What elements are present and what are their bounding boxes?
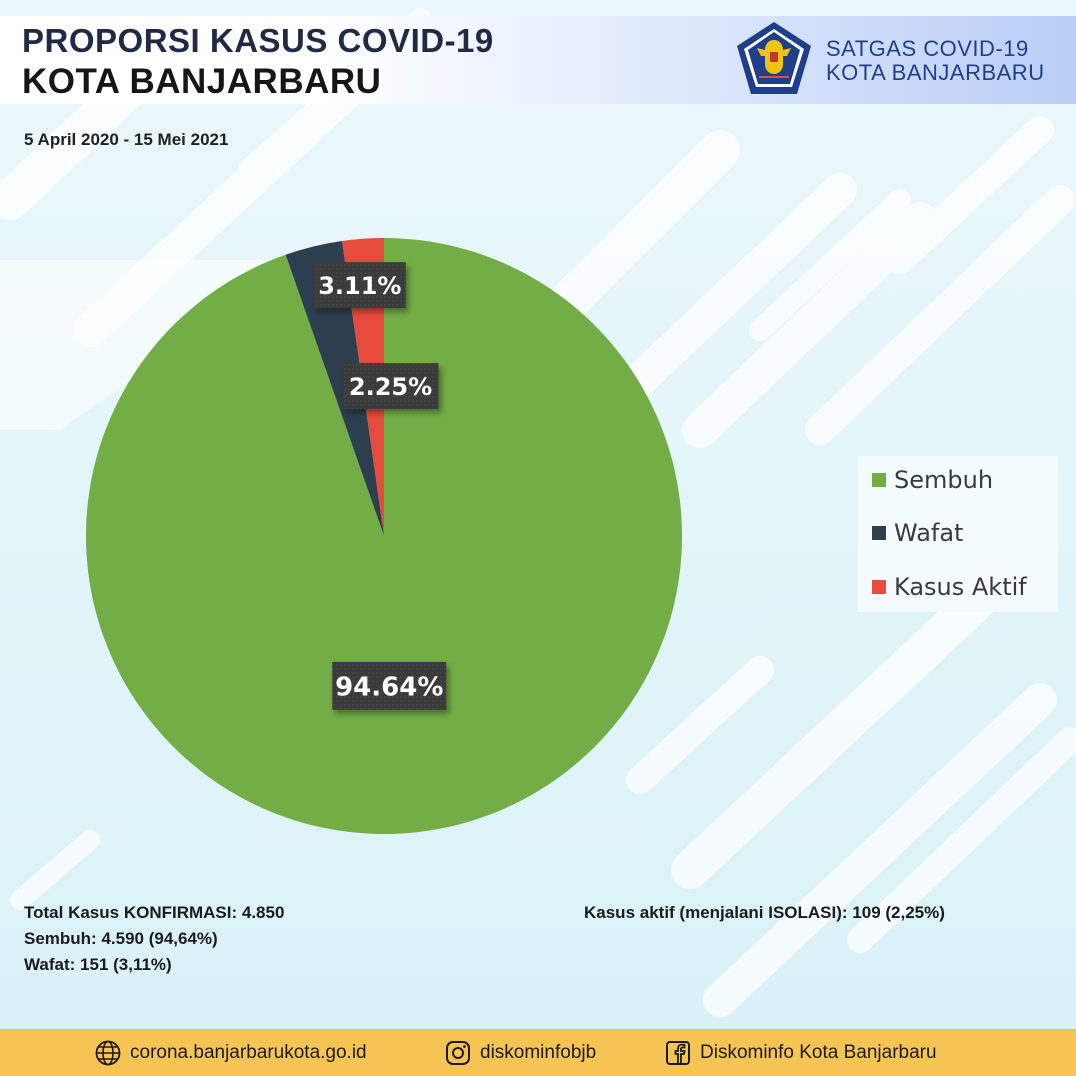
footer [0, 1029, 1076, 1076]
footer-instagram[interactable]: diskominfobjb [444, 1029, 596, 1076]
data-label-wafat: 3.11% [313, 262, 406, 309]
pie-slice-sembuh [86, 238, 683, 835]
org-name-line1: SATGAS COVID-19 [826, 36, 1029, 61]
page-title: PROPORSI KASUS COVID-19 [22, 22, 494, 59]
data-label-box-wafat [313, 262, 406, 309]
instagram-icon [446, 1040, 470, 1065]
legend-swatch-kasus-aktif [872, 580, 886, 594]
page-subtitle: KOTA BANJARBARU [22, 62, 382, 101]
org-name-line2: KOTA BANJARBARU [826, 60, 1045, 85]
legend-label-wafat: Wafat [894, 519, 964, 547]
pie-slice-wafat [285, 240, 384, 536]
legend-swatch-sembuh [872, 473, 886, 487]
header-band [0, 16, 1076, 104]
legend-label-kasus-aktif: Kasus Aktif [894, 573, 1027, 601]
stat-kasus-aktif: Kasus aktif (menjalani ISOLASI): 109 (2,… [584, 903, 945, 922]
date-range: 5 April 2020 - 15 Mei 2021 [24, 130, 229, 149]
stat-sembuh: Sembuh: 4.590 (94,64%) [24, 929, 218, 948]
data-label-text-kasus-aktif: 2.25% [349, 373, 432, 401]
stat-total: Total Kasus KONFIRMASI: 4.850 [24, 903, 285, 922]
data-label-box-kasus-aktif [342, 363, 439, 410]
footer-website-text: corona.banjarbarukota.go.id [130, 1041, 367, 1063]
legend [858, 456, 1058, 612]
footer-facebook[interactable]: Diskominfo Kota Banjarbaru [664, 1029, 937, 1076]
data-label-text-wafat: 3.11% [318, 272, 401, 300]
garuda-emblem-icon [737, 22, 811, 94]
legend-label-sembuh: Sembuh [894, 466, 994, 494]
stat-wafat: Wafat: 151 (3,11%) [24, 955, 172, 974]
facebook-icon [666, 1040, 690, 1065]
data-label-text-sembuh: 94.64% [335, 672, 443, 702]
data-label-sembuh: 94.64% [332, 661, 447, 710]
data-label-box-sembuh [332, 661, 447, 710]
data-label-kasus-aktif: 2.25% [342, 363, 439, 410]
legend-item-sembuh: Sembuh [872, 466, 993, 494]
footer-instagram-text: diskominfobjb [480, 1041, 597, 1063]
footer-website[interactable]: corona.banjarbarukota.go.id [94, 1029, 367, 1076]
legend-item-kasus-aktif: Kasus Aktif [872, 573, 1027, 601]
legend-item-wafat: Wafat [872, 519, 963, 547]
footer-facebook-text: Diskominfo Kota Banjarbaru [700, 1041, 937, 1063]
legend-swatch-wafat [872, 526, 886, 540]
globe-icon [95, 1040, 121, 1065]
